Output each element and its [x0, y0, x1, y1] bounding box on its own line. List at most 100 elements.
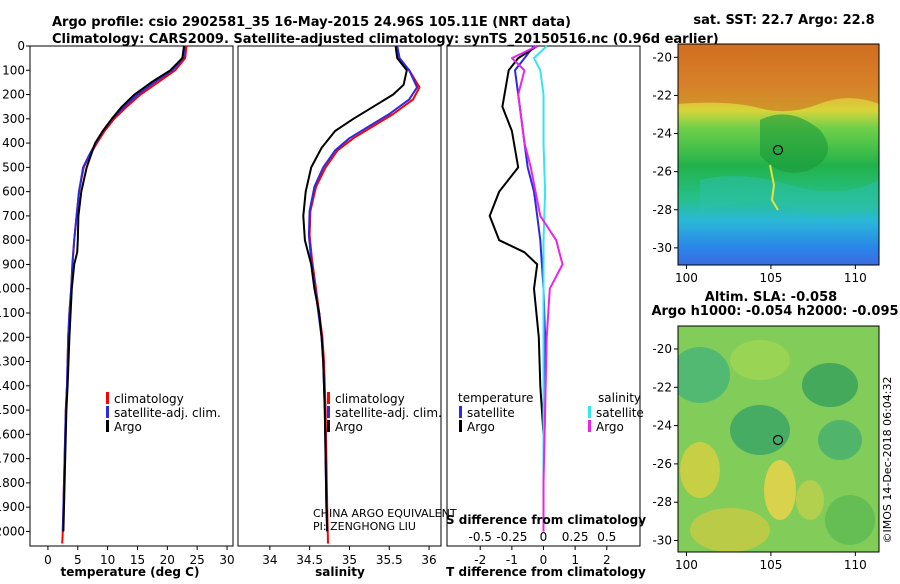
sla-map	[678, 326, 879, 552]
depth-tick-label: 1000	[0, 282, 25, 296]
difference-xlabel: T difference from climatology	[446, 565, 646, 579]
map-x-tick-label: 105	[759, 271, 782, 285]
salinity-plot: 34 34.5 35 35.5 36	[262, 45, 437, 567]
depth-tick-label: 1500	[0, 403, 25, 417]
pi-line1: CHINA ARGO EQUIVALENT	[313, 507, 457, 520]
series-s-satellite	[533, 45, 548, 532]
salinity-panel	[237, 45, 442, 547]
legend-argo: Argo	[114, 420, 142, 434]
map-y-tick-label: -30	[652, 241, 672, 255]
map-x-tick-label: 100	[675, 271, 698, 285]
series-argo	[302, 45, 408, 532]
depth-tick-label: 400	[2, 136, 25, 150]
legend-header-salinity: salinity	[598, 391, 641, 405]
depth-tick-label: 2000	[0, 524, 25, 538]
sst-map	[678, 44, 879, 265]
x-tick-label: -1	[506, 553, 518, 567]
legend-swatch-satellite	[106, 406, 109, 418]
depth-tick-label: 800	[2, 233, 25, 247]
x-tick-label: -2	[474, 553, 486, 567]
x2-tick-label: 0.25	[562, 530, 589, 544]
depth-tick-label: 1600	[0, 427, 25, 441]
depth-tick-label: 500	[2, 160, 25, 174]
sla-map-title-line1: Altim. SLA: -0.058	[705, 290, 837, 305]
legend-satellite: satellite-adj. clim.	[335, 406, 442, 420]
temperature-xlabel: temperature (deg C)	[61, 565, 200, 579]
depth-tick-label: 1200	[0, 330, 25, 344]
series-t-argo	[488, 45, 545, 532]
legend-climatology: climatology	[335, 392, 405, 406]
depth-tick-label: 200	[2, 88, 25, 102]
temperature-plot: 0 5 10 15 20 25 30	[44, 45, 235, 567]
series-t-satellite	[514, 45, 547, 532]
map-y-tick-label: -20	[652, 50, 672, 64]
map-y-tick-label: -22	[652, 88, 672, 102]
x-tick-label: 0	[44, 553, 52, 567]
legend-climatology: climatology	[114, 392, 184, 406]
x2-tick-label: -0.5	[469, 530, 492, 544]
x-tick-label: 10	[100, 553, 115, 567]
x-tick-label: 0	[540, 553, 548, 567]
legend-swatch-t-satellite	[459, 406, 462, 418]
map-y-tick-label: -24	[652, 127, 672, 141]
map-y-tick-label: -28	[652, 495, 672, 509]
depth-tick-label: 1800	[0, 476, 25, 490]
x-tick-label: 25	[190, 553, 205, 567]
legend-swatch-climatology	[327, 392, 330, 404]
legend-t-argo: Argo	[467, 420, 495, 434]
map-x-tick-label: 105	[759, 558, 782, 572]
sla-map-axes: 100 105 110 -20 -22 -24 -26 -28 -30	[652, 342, 866, 572]
x-tick-label: 2	[603, 553, 611, 567]
legend-s-argo: Argo	[596, 420, 624, 434]
series-s-argo	[510, 45, 564, 532]
depth-tick-label: 1900	[0, 500, 25, 514]
series-satellite-adj-clim-	[61, 45, 186, 532]
sla-map-title-line2: Argo h1000: -0.054 h2000: -0.095	[651, 304, 898, 319]
series-argo	[62, 45, 185, 532]
figure-title-line1: Argo profile: csio 2902581_35 16-May-201…	[52, 15, 571, 30]
map-x-tick-label: 100	[675, 558, 698, 572]
salinity-legend: climatology satellite-adj. clim. Argo	[327, 392, 442, 434]
x-tick-label: 30	[219, 553, 234, 567]
difference-plot: -2 -1 0 1 2 -0.5 -0.25 0 0.25 0.5	[469, 45, 616, 567]
salinity-xlabel: salinity	[315, 565, 365, 579]
map-x-tick-label: 110	[844, 558, 867, 572]
x2-tick-label: -0.25	[496, 530, 527, 544]
legend-swatch-s-argo	[588, 420, 591, 432]
map-y-tick-label: -26	[652, 165, 672, 179]
sst-map-title: sat. SST: 22.7 Argo: 22.8	[693, 13, 874, 28]
difference-x2label: S difference from climatology	[446, 513, 646, 527]
x-tick-label: 34.5	[296, 553, 323, 567]
depth-tick-label: 700	[2, 209, 25, 223]
depth-tick-label: 300	[2, 112, 25, 126]
depth-tick-label: 600	[2, 185, 25, 199]
depth-tick-label: 1300	[0, 355, 25, 369]
x-tick-label: 15	[130, 553, 145, 567]
x-tick-label: 36	[421, 553, 436, 567]
legend-satellite: satellite-adj. clim.	[114, 406, 221, 420]
map-y-tick-label: -26	[652, 457, 672, 471]
x2-tick-label: 0	[540, 530, 548, 544]
sla-argo-marker	[772, 434, 784, 446]
depth-tick-label: 1700	[0, 452, 25, 466]
map-y-tick-label: -24	[652, 419, 672, 433]
depth-tick-label: 1400	[0, 379, 25, 393]
depth-tick-label: 100	[2, 63, 25, 77]
legend-swatch-argo	[106, 420, 109, 432]
legend-argo: Argo	[335, 420, 363, 434]
difference-legend: temperature salinity satellite Argo sate…	[458, 391, 644, 434]
legend-swatch-satellite	[327, 406, 330, 418]
map-y-tick-label: -28	[652, 203, 672, 217]
depth-tick-label: 900	[2, 257, 25, 271]
x2-tick-label: 0.5	[597, 530, 616, 544]
sla-map-frame	[677, 325, 880, 553]
imos-stamp: ©IMOS 14-Dec-2018 06:04:32	[881, 377, 894, 544]
legend-swatch-argo	[327, 420, 330, 432]
temperature-panel	[29, 45, 234, 547]
x-tick-label: 35	[342, 553, 357, 567]
depth-tick-label: 0	[17, 39, 25, 53]
x-tick-label: 20	[160, 553, 175, 567]
legend-swatch-t-argo	[459, 420, 462, 432]
map-x-tick-label: 110	[844, 271, 867, 285]
